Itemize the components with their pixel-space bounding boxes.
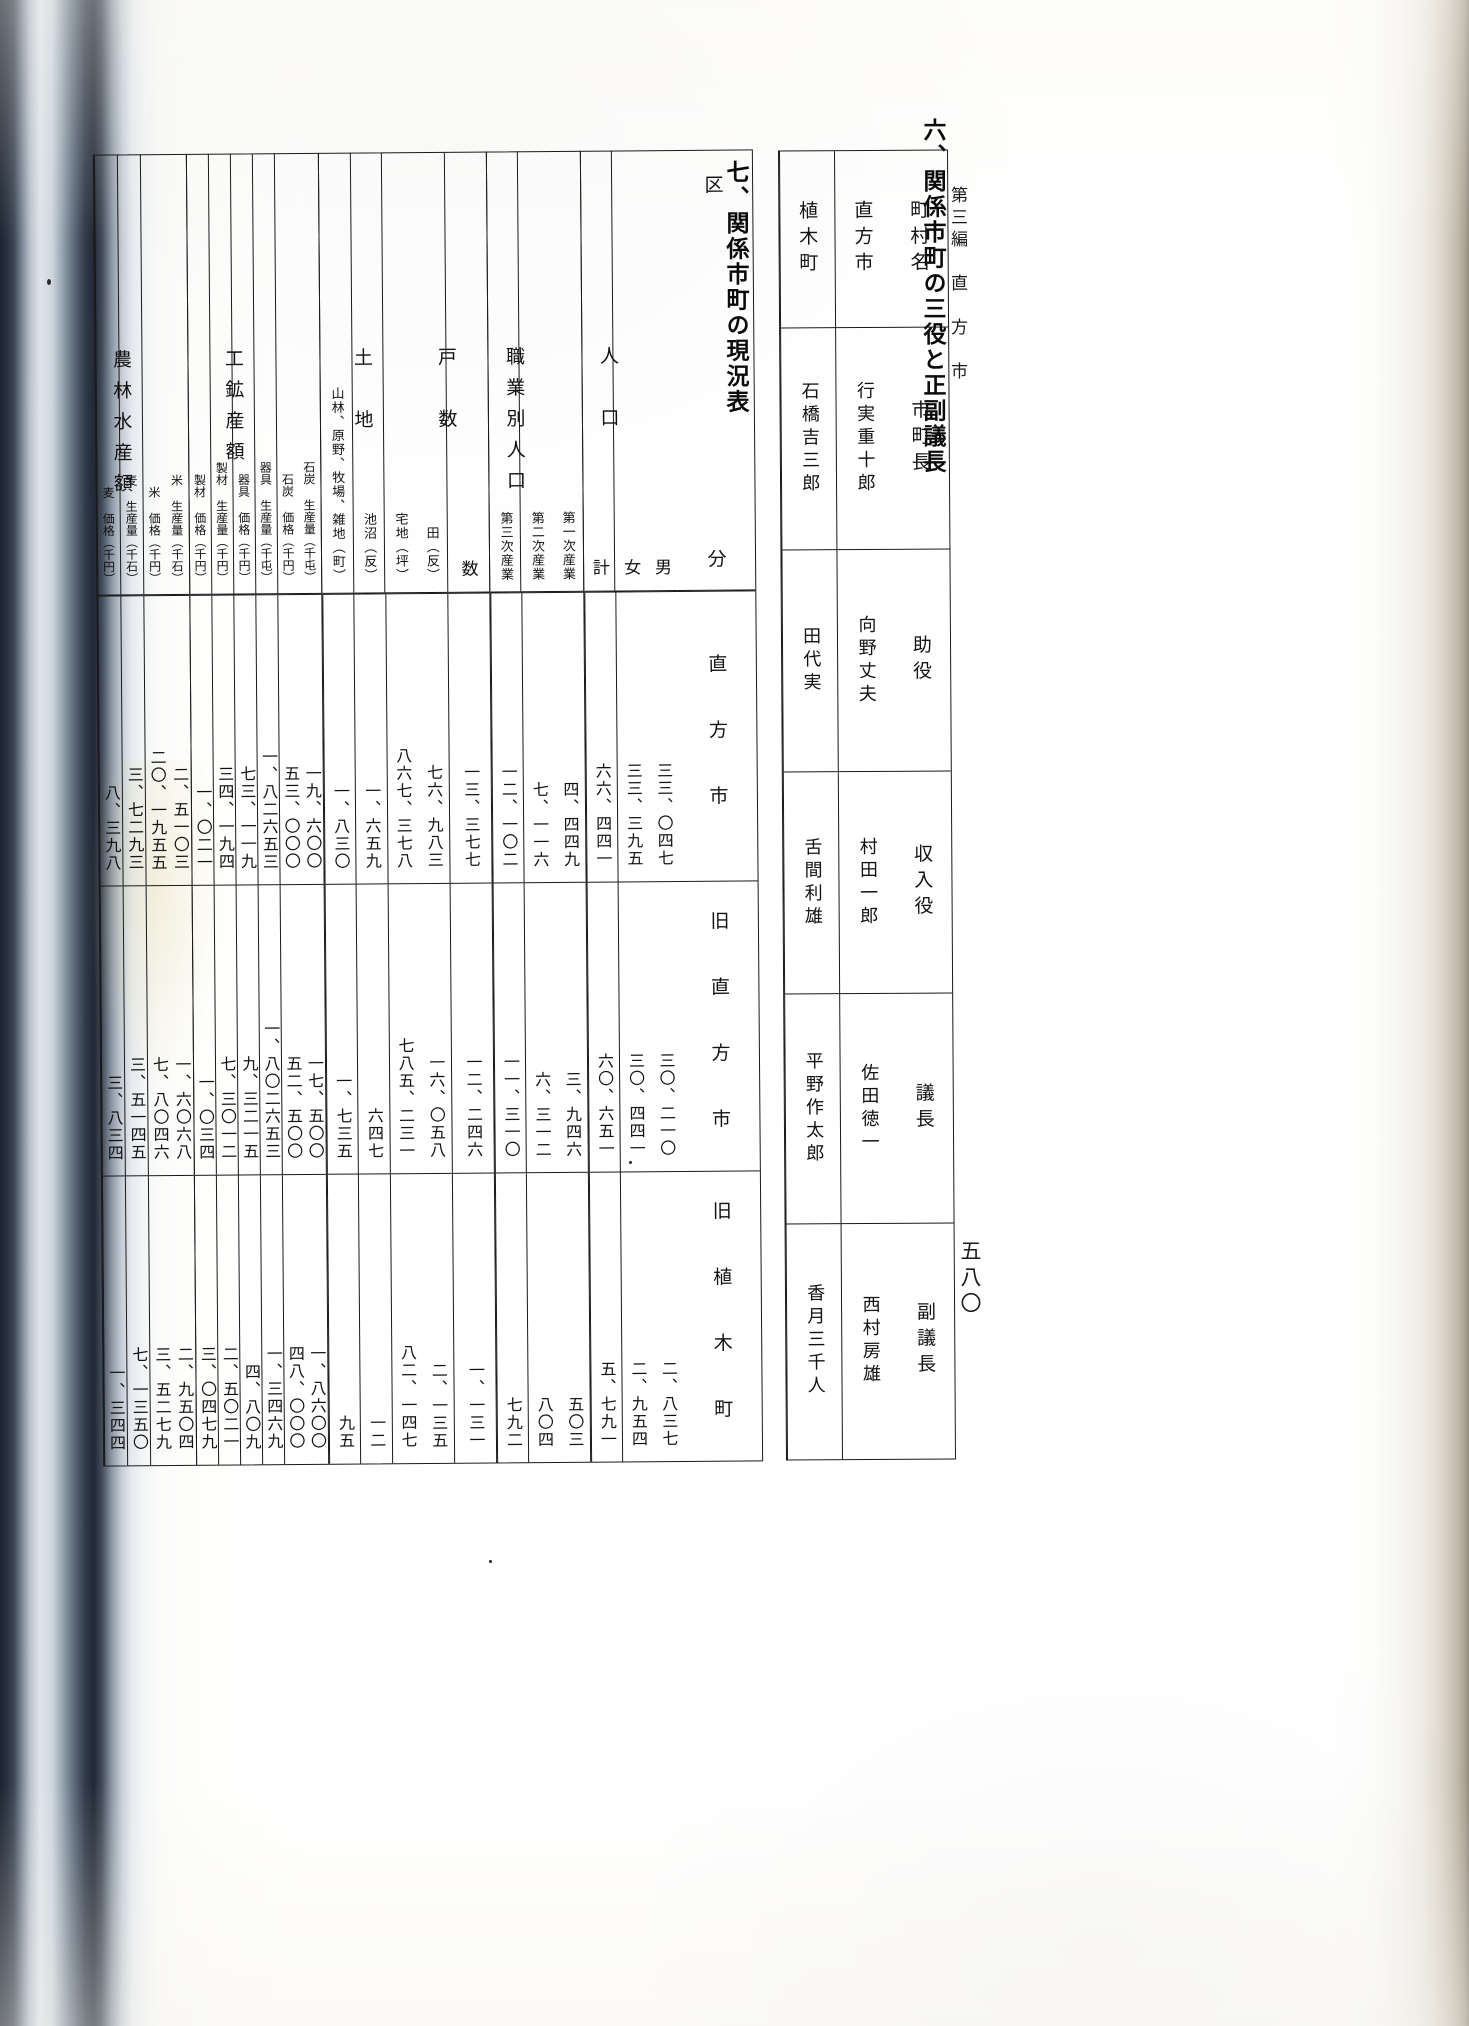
group-title: 人 口: [596, 345, 620, 439]
data-row: 一、六〇六八 七、八〇四六 三、五一四五 三、八三四: [99, 884, 194, 1176]
kubun-header: 区 分: [673, 150, 756, 592]
row-header-old-nogata: 旧 直 方 市: [679, 880, 760, 1172]
data-row: 一九、六〇〇 五三、〇〇〇 一、八二六五三 七三、一一九 三四、一九四 一、〇二…: [189, 593, 324, 885]
officials-label-cell: 助役: [892, 548, 951, 771]
group-title: 土 地: [350, 347, 374, 441]
ink-speck: [629, 1161, 632, 1164]
running-head: 第三編 直 方 市: [947, 186, 967, 384]
officials-cell: 香月三千人: [786, 1223, 843, 1458]
data-row: 四、四四九 七、一一六 一二、一〇二: [490, 591, 586, 883]
data-row: 五〇三 八〇四 七九二: [494, 1171, 591, 1463]
officials-cell: 西村房雄: [841, 1222, 898, 1458]
data-row: 七六、九八三 八六七、三七八 一、六五九 一、八三〇: [322, 592, 450, 884]
section-heading-seven: 七、関係市町の現況表: [722, 160, 748, 415]
group-title: 農林水産額: [109, 349, 134, 505]
officials-label-cell: 議長: [894, 992, 954, 1223]
group-title: 工鉱産額: [221, 348, 245, 473]
officials-cell: 舌間利雄: [783, 771, 840, 994]
officials-cell: 行実重十郎: [836, 326, 893, 550]
officials-label-cell: 町村名: [907, 199, 930, 278]
officials-label-column: 町村名 市町長 助役 収入役 議長 副議長: [890, 150, 955, 1458]
data-row: 一六、〇五八 七八五、二三一 六四七 一、七三五: [324, 882, 452, 1174]
group-title: 戸 数: [434, 346, 458, 440]
row-header-nogata: 直 方 市: [677, 590, 758, 882]
officials-cell: 田代実: [782, 549, 839, 772]
section-heading-six: 六、関係市町の三役と正副議長: [919, 118, 945, 475]
officials-table: 町村名 市町長 助役 収入役 議長 副議長 直方市 行実重十郎 向野丈夫 村田一…: [778, 149, 956, 1461]
group-title: 職業別人口: [502, 346, 527, 502]
officials-cell: 平野作太郎: [785, 993, 841, 1224]
row-header-old-ueki: 旧 植 木 町: [681, 1170, 763, 1462]
status-table: 区 分 直 方 市 旧 直 方 市 旧 植 木 町 人 口 男 女 計 三三、〇…: [92, 149, 764, 1467]
data-row: 二、八三七 二、九五四 五、七九一: [588, 1171, 685, 1462]
officials-cell: 植木町: [795, 200, 819, 279]
data-row: 一二、二四六: [450, 882, 494, 1173]
officials-cell: 向野丈夫: [837, 548, 894, 772]
data-row: 一三、三七七: [448, 592, 492, 883]
page-number: 五八〇: [958, 1240, 982, 1318]
officials-label-cell: 収入役: [893, 770, 953, 993]
officials-column-nogata: 直方市 行実重十郎 向野丈夫 村田一郎 佐田徳一 西村房雄: [834, 150, 898, 1460]
officials-label-cell: 市町長: [890, 326, 950, 549]
data-row: 三、九四六 六、三一二 一一、三一〇: [492, 881, 588, 1173]
ink-speck: [47, 279, 51, 285]
data-row: 二、九五〇四 三、五二七九 七、一三五〇 一、三四四: [101, 1174, 197, 1466]
data-row: 一、一三一: [452, 1172, 497, 1463]
officials-cell: 石橋吉三郎: [781, 327, 837, 550]
kubun-label-bottom: 分: [704, 548, 727, 568]
data-row: 三〇、二一〇 三〇、四四一 六〇、六五一: [586, 881, 682, 1172]
ink-speck: [489, 1560, 492, 1563]
officials-cell: 直方市: [851, 199, 874, 279]
kubun-column: 区 分 直 方 市 旧 直 方 市 旧 植 木 町: [673, 150, 763, 1462]
officials-column-ueki: 植木町 石橋吉三郎 田代実 舌間利雄 平野作太郎 香月三千人: [779, 151, 843, 1460]
officials-cell: 村田一郎: [839, 770, 895, 994]
group-population: 人 口 男 女 計 三三、〇四七 三三、三九五 六六、四四一 三〇、二一〇 三〇…: [579, 150, 685, 1462]
data-row: 一、八六〇〇 四八、〇〇〇 一、三四六九 四、八〇九 二、五〇二一 三、〇四七九: [193, 1173, 329, 1465]
officials-label-cell: 副議長: [896, 1222, 955, 1457]
data-row: 三三、〇四七 三三、三九五 六六、四四一: [584, 591, 680, 882]
officials-cell: 佐田徳一: [840, 992, 897, 1224]
data-row: 二、一三五 八二、一四七 一二 九五: [326, 1172, 455, 1464]
kubun-label-top: 区: [701, 174, 724, 194]
data-row: 二、五一〇三 二〇、一九五五 三、七二九三 八、三九八: [97, 594, 192, 886]
data-row: 一七、五〇〇 五二、五〇〇 一、八〇二六五三 九、三二一五 七、三〇一二 一、〇…: [191, 883, 326, 1175]
